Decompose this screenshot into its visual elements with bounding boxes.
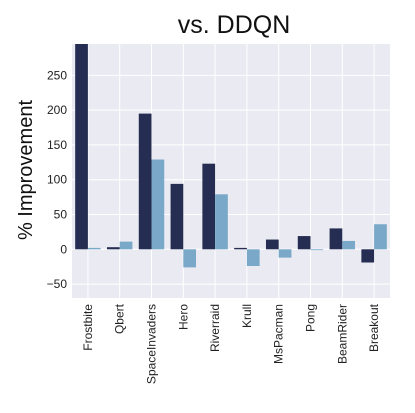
bar-riverraid-s1 — [202, 163, 216, 250]
chart-title: vs. DDQN — [178, 11, 291, 39]
plot-area — [72, 44, 390, 298]
bar-spaceinvaders-s1 — [138, 113, 152, 250]
x-tick-label: SpaceInvaders — [145, 304, 159, 384]
y-tick-labels: −50 0 50 100 150 200 250 — [47, 68, 68, 291]
x-tick-label: BeamRider — [335, 304, 349, 364]
bar-riverraid-s2 — [215, 194, 228, 250]
y-axis-label: % Improvement — [15, 100, 37, 240]
y-tick-label: 50 — [54, 207, 68, 221]
bar-frostbite-s2 — [87, 247, 101, 250]
bar-spaceinvaders-s2 — [151, 159, 165, 250]
y-tick-label: 150 — [47, 138, 67, 152]
y-tick-label: 250 — [47, 68, 67, 82]
x-tick-label: Pong — [304, 304, 318, 332]
bar-frostbite-s1 — [75, 44, 88, 250]
bar-pong-s1 — [297, 236, 311, 250]
x-tick-label: MsPacman — [272, 304, 286, 364]
x-tick-label: Hero — [176, 304, 190, 330]
x-tick-label: Qbert — [113, 303, 127, 334]
bar-beamrider-s2 — [342, 240, 356, 250]
bar-krull-s1 — [234, 247, 247, 250]
bar-qbert-s1 — [106, 247, 120, 250]
y-tick-label: 100 — [47, 173, 67, 187]
bar-hero-s1 — [170, 183, 184, 250]
bars — [75, 44, 387, 268]
bar-breakout-s1 — [361, 249, 375, 263]
bar-pong-s2 — [310, 249, 324, 251]
y-tick-label: −50 — [47, 277, 68, 291]
x-tick-label: Breakout — [367, 303, 381, 352]
bar-krull-s2 — [246, 249, 260, 266]
bar-mspacman-s1 — [265, 239, 279, 250]
x-tick-label: Frostbite — [81, 304, 95, 351]
bar-hero-s2 — [183, 249, 197, 268]
x-tick-label: Riverraid — [208, 304, 222, 352]
x-tick-labels: Frostbite Qbert SpaceInvaders Hero Riverraid… — [81, 303, 381, 384]
bar-qbert-s2 — [119, 241, 133, 250]
y-tick-label: 0 — [60, 242, 67, 256]
y-tick-label: 200 — [47, 103, 67, 117]
bar-mspacman-s2 — [278, 249, 292, 258]
bar-beamrider-s1 — [329, 228, 343, 250]
x-tick-label: Krull — [240, 304, 254, 328]
bar-breakout-s2 — [374, 224, 387, 250]
